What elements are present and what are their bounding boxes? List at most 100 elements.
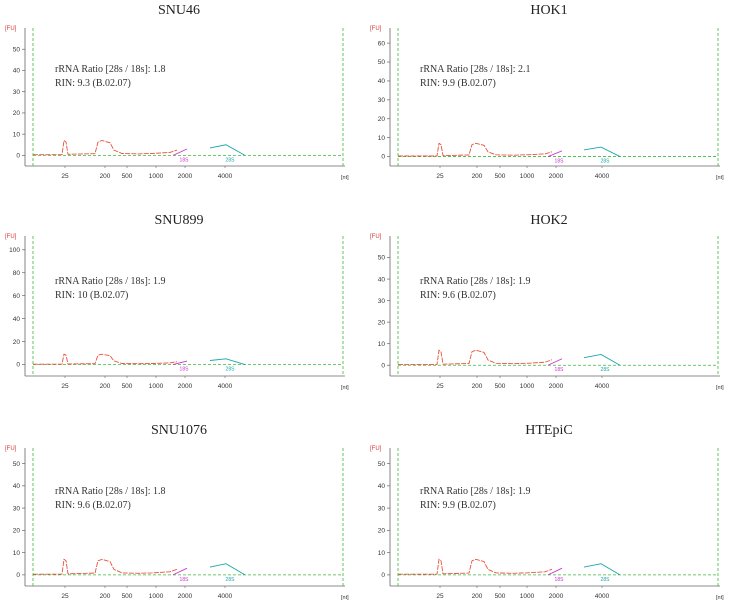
y-axis-label: [FU]: [5, 446, 17, 452]
y-tick-label: 50: [378, 255, 386, 262]
y-tick-label: 0: [381, 154, 385, 161]
x-axis-unit-label: [nt]: [716, 175, 724, 181]
electropherogram-trace: [398, 349, 553, 366]
rin-text: RIN: 9.9 (B.02.07): [420, 78, 496, 89]
y-tick-label: 40: [378, 483, 386, 490]
chart-panel-snu46: SNU46 [FU] 0 10 20 30 40 50 18S 28S 25 200 500 1000 20…: [5, 3, 349, 181]
x-tick-label: 2000: [178, 173, 193, 180]
x-tick-label: 1000: [149, 593, 164, 600]
x-tick-label: 200: [100, 593, 111, 600]
electropherogram-trace: [33, 558, 178, 575]
x-tick-label: 1000: [520, 593, 535, 600]
marker-18s-label: 18S: [180, 157, 190, 163]
x-tick-label: 4000: [218, 593, 233, 600]
y-tick-label: 50: [13, 461, 21, 468]
x-tick-label: 500: [122, 593, 133, 600]
rrna-ratio-text: rRNA Ratio [28s / 18s]: 1.8: [55, 486, 166, 497]
y-tick-label: 20: [13, 528, 21, 535]
marker-28s-label: 28S: [601, 577, 611, 583]
x-tick-label: 200: [472, 383, 483, 390]
y-tick-label: 40: [13, 483, 21, 490]
chart-panel-hok1: HOK1 [FU] 0 10 20 30 40 50 60 18S 28S 25 200 500 1000 2…: [370, 3, 724, 181]
marker-28s-label: 28S: [601, 367, 611, 373]
x-tick-label: 1000: [149, 383, 164, 390]
marker-28s-line: [583, 146, 621, 157]
y-tick-label: 100: [9, 247, 20, 254]
y-tick-label: 0: [16, 153, 20, 160]
chart-title: SNU46: [158, 3, 200, 18]
marker-28s-line: [583, 563, 621, 576]
y-tick-label: 20: [378, 116, 386, 123]
x-tick-label: 25: [61, 173, 69, 180]
x-axis-unit-label: [nt]: [716, 385, 724, 391]
y-tick-label: 80: [13, 270, 21, 277]
x-tick-label: 500: [122, 173, 133, 180]
x-tick-label: 200: [100, 383, 111, 390]
x-tick-label: 500: [495, 593, 506, 600]
x-tick-label: 4000: [595, 593, 610, 600]
marker-18s-line: [172, 148, 188, 156]
y-tick-label: 20: [13, 110, 21, 117]
rrna-ratio-text: rRNA Ratio [28s / 18s]: 1.9: [55, 276, 166, 287]
chart-panel-snu1076: SNU1076 [FU] 0 10 20 30 40 50 18S 28S 25 200 500 1000…: [5, 423, 349, 601]
y-tick-label: 30: [13, 89, 21, 96]
marker-18s-line: [172, 360, 188, 365]
marker-28s-label: 28S: [601, 159, 611, 165]
rrna-ratio-text: rRNA Ratio [28s / 18s]: 1.9: [420, 486, 531, 497]
y-tick-label: 10: [378, 550, 386, 557]
y-axis-label: [FU]: [5, 26, 17, 32]
y-tick-label: 0: [381, 572, 385, 579]
y-tick-label: 50: [378, 461, 386, 468]
marker-18s-line: [172, 567, 188, 576]
chart-panel-snu899: SNU899 [FU] 0 20 40 60 80 100 18S 28S 25 200 500 1000…: [5, 213, 349, 391]
y-axis-label: [FU]: [370, 234, 382, 240]
y-tick-label: 10: [378, 135, 386, 142]
y-tick-label: 40: [378, 276, 386, 283]
y-tick-label: 10: [378, 341, 386, 348]
x-tick-label: 4000: [218, 173, 233, 180]
x-tick-label: 4000: [218, 383, 233, 390]
chart-title: SNU1076: [151, 423, 207, 438]
x-tick-label: 500: [495, 383, 506, 390]
x-tick-label: 1000: [520, 383, 535, 390]
marker-18s-line: [547, 358, 563, 366]
marker-18s-label: 18S: [555, 577, 565, 583]
y-tick-label: 0: [16, 362, 20, 369]
x-tick-label: 200: [472, 593, 483, 600]
x-tick-label: 200: [472, 173, 483, 180]
rin-text: RIN: 9.3 (B.02.07): [55, 78, 131, 89]
y-tick-label: 10: [13, 550, 21, 557]
y-tick-label: 0: [16, 572, 20, 579]
chart-panel-hok2: HOK2 [FU] 0 10 20 30 40 50 18S 28S 25 200 500 1000 200…: [370, 213, 724, 391]
rin-text: RIN: 9.9 (B.02.07): [420, 500, 496, 511]
y-tick-label: 40: [378, 78, 386, 85]
electropherogram-trace: [398, 558, 553, 575]
x-axis-unit-label: [nt]: [341, 175, 349, 181]
marker-18s-label: 18S: [555, 159, 565, 165]
x-tick-label: 2000: [549, 173, 564, 180]
y-tick-label: 20: [378, 319, 386, 326]
x-tick-label: 2000: [549, 593, 564, 600]
x-tick-label: 4000: [595, 173, 610, 180]
rin-text: RIN: 9.6 (B.02.07): [55, 500, 131, 511]
x-tick-label: 2000: [178, 383, 193, 390]
marker-28s-line: [209, 144, 246, 156]
x-tick-label: 200: [100, 173, 111, 180]
chart-title: HTEpiC: [525, 423, 572, 438]
y-tick-label: 50: [378, 59, 386, 66]
marker-28s-line: [209, 358, 246, 365]
y-tick-label: 40: [13, 316, 21, 323]
y-tick-label: 20: [378, 528, 386, 535]
x-tick-label: 1000: [520, 173, 535, 180]
y-axis-label: [FU]: [370, 26, 382, 32]
rrna-ratio-text: rRNA Ratio [28s / 18s]: 1.8: [55, 64, 166, 75]
y-tick-label: 20: [13, 339, 21, 346]
y-tick-label: 50: [13, 46, 21, 53]
chart-panel-htepic: HTEpiC [FU] 0 10 20 30 40 50 18S 28S 25 200 500 1000 2…: [370, 423, 724, 601]
marker-18s-label: 18S: [555, 367, 565, 373]
marker-18s-label: 18S: [180, 367, 190, 373]
x-tick-label: 500: [495, 173, 506, 180]
marker-28s-label: 28S: [226, 367, 236, 373]
y-tick-label: 0: [381, 362, 385, 369]
